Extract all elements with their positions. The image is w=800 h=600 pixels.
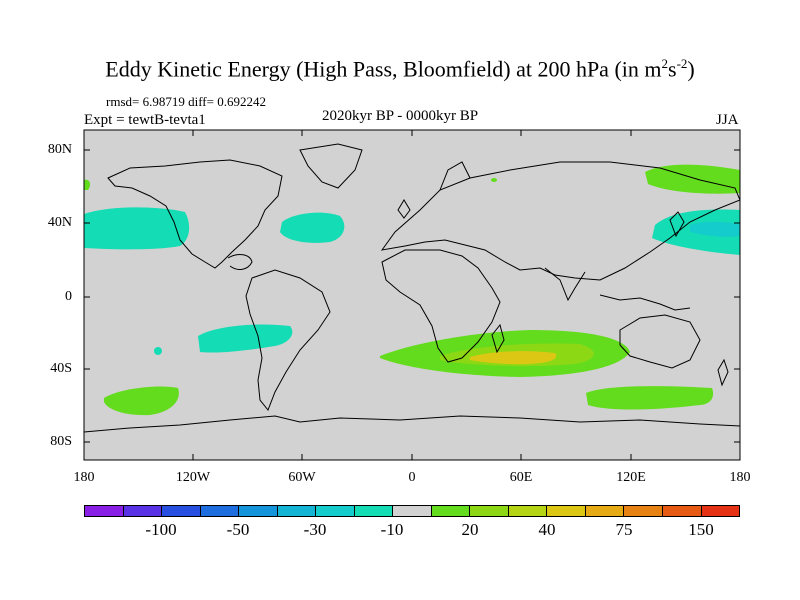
y-tick-0: 0 [65, 289, 72, 304]
colorbar-swatch [662, 506, 702, 516]
colorbar-label: 40 [538, 520, 556, 539]
colorbar-swatch [316, 506, 355, 516]
colorbar-swatch [701, 506, 740, 516]
coast-australia [619, 314, 701, 369]
coast-north-america [107, 159, 283, 269]
colorbar-label: 150 [688, 520, 714, 539]
region-arctic-edge [84, 179, 91, 190]
x-tick-60E: 60E [509, 470, 533, 485]
region-south-of-australia [586, 386, 714, 410]
region-greenland-spot [491, 178, 497, 182]
coast-eurasia [380, 161, 740, 281]
anomaly-fields [84, 164, 740, 416]
coast-indonesia [599, 294, 691, 311]
colorbar-swatch [547, 506, 586, 516]
colorbar-swatch [123, 506, 163, 516]
colorbar-label: 75 [615, 520, 633, 539]
experiment-label: Expt = tewtB-tevta1 [84, 112, 206, 128]
coast-africa [381, 249, 501, 363]
coast-scandinavia [439, 161, 471, 191]
region-south-pacific-highlat [104, 386, 179, 416]
colorbar-label: -50 [226, 520, 250, 539]
region-north-atlantic [280, 212, 345, 243]
coast-greenland [299, 143, 363, 189]
colorbar-swatch [162, 506, 201, 516]
x-tick-180w: 180 [73, 470, 95, 485]
coast-south-america [245, 269, 331, 411]
coast-british-isles [397, 199, 411, 219]
colorbar-swatch [354, 506, 394, 516]
map-background [84, 130, 740, 460]
colorbar-swatch [624, 506, 663, 516]
colorbar-swatch [277, 506, 317, 516]
y-tick-80N: 80N [47, 142, 72, 157]
colorbar-swatch [239, 506, 278, 516]
colorbar-swatch [200, 506, 240, 516]
coastlines [84, 143, 740, 433]
region-southern-indian-jet-core [470, 351, 557, 365]
region-north-pacific-east [84, 207, 190, 250]
coast-gulf-mexico [227, 254, 253, 270]
y-tick-40N: 40N [47, 215, 72, 230]
colorbar-label: -30 [303, 520, 327, 539]
coast-japan [669, 211, 685, 238]
colorbar-label: 20 [461, 520, 479, 539]
colorbar-label: -100 [145, 520, 177, 539]
colorbar-label: -10 [380, 520, 404, 539]
y-tick-40S: 40S [50, 361, 72, 376]
region-south-pacific-subtropical [198, 324, 293, 353]
season-label: JJA [716, 112, 739, 128]
period-label: 2020kyr BP - 0000kyr BP [322, 108, 479, 124]
chart-title: Eddy Kinetic Energy (High Pass, Bloomfie… [105, 56, 695, 82]
colorbar-swatch [585, 506, 625, 516]
region-small-blob [154, 347, 162, 355]
y-tick-80S: 80S [50, 434, 72, 449]
coast-antarctica [84, 415, 740, 433]
x-tick-180e: 180 [729, 470, 751, 485]
coast-new-zealand [717, 358, 729, 387]
coast-madagascar [491, 323, 505, 354]
colorbar-swatch [431, 506, 471, 516]
x-tick-120E: 120E [616, 470, 646, 485]
coast-india [544, 267, 586, 302]
axis-ticks [84, 130, 740, 460]
colorbar-swatch [393, 506, 432, 516]
stats-text: rmsd= 6.98719 diff= 0.692242 [106, 94, 266, 109]
colorbar-swatch [85, 506, 124, 516]
colorbar-swatch [470, 506, 509, 516]
region-north-pacific-subarctic [645, 164, 740, 194]
x-tick-0: 0 [408, 470, 416, 485]
colorbar [84, 505, 740, 517]
colorbar-swatch [508, 506, 548, 516]
x-tick-60W: 60W [288, 470, 316, 485]
region-north-pacific-west-core [690, 221, 740, 237]
x-tick-120W: 120W [175, 470, 211, 485]
